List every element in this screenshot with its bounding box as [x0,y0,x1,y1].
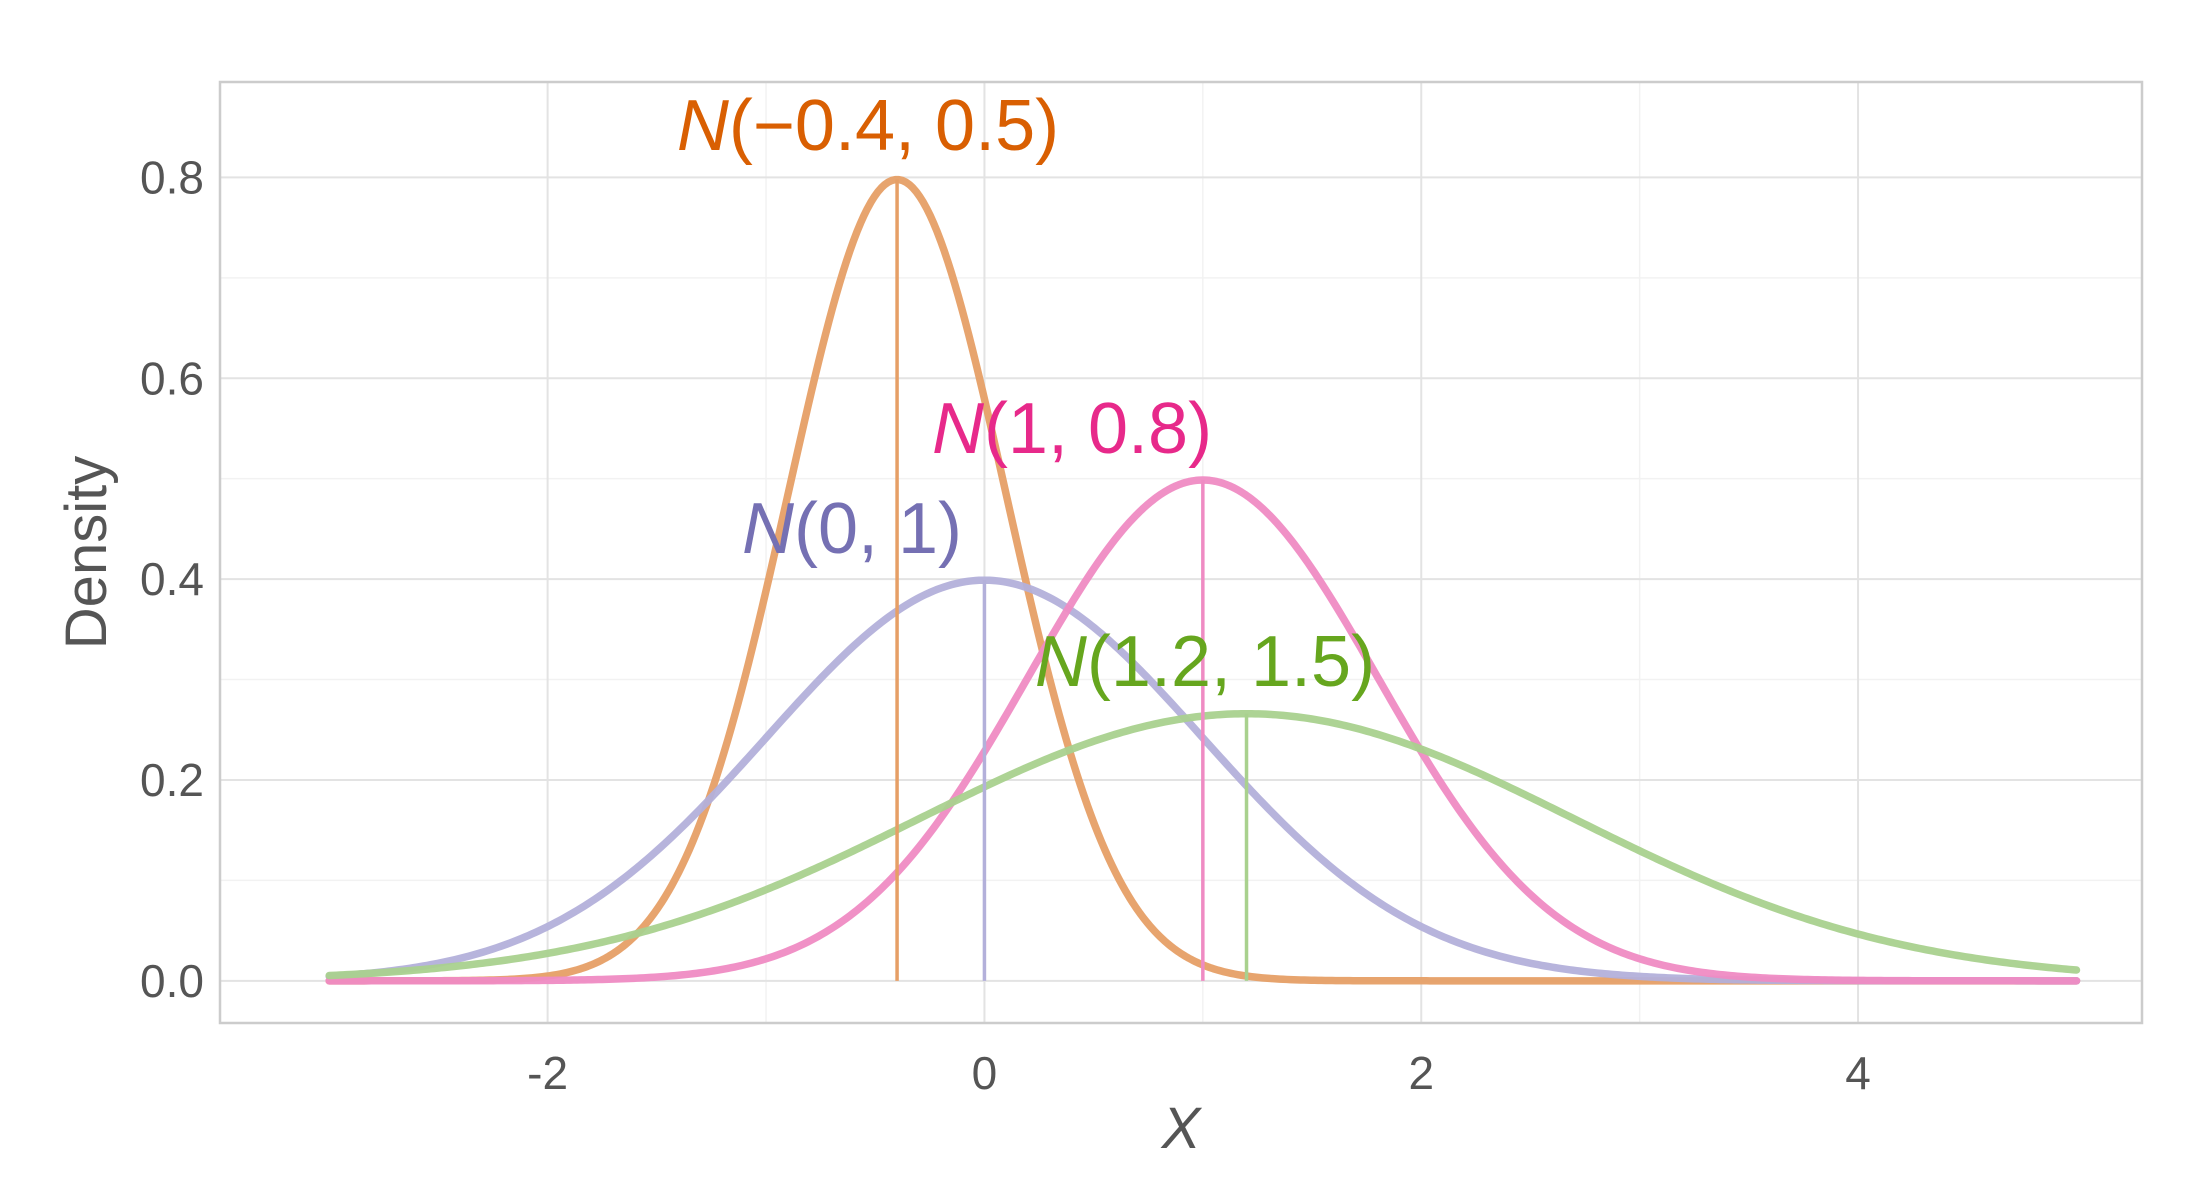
x-tick-label: 0 [972,1047,998,1099]
x-tick-label: 2 [1408,1047,1434,1099]
y-tick-label: 0.6 [140,352,204,404]
mean-lines [895,179,1249,981]
curve-label-name: N [677,86,730,166]
curve-label-name: N [742,489,795,569]
y-tick-label: 0.4 [140,553,204,605]
x-tick-label: 4 [1845,1047,1871,1099]
tick-labels: -2 0 2 4 0.0 0.2 0.4 0.6 0.8 [140,151,1871,1099]
curve-label-name: N [1035,622,1088,702]
y-tick-label: 0.2 [140,754,204,806]
curve-label-params: (−0.4, 0.5) [729,86,1059,166]
curve-label: N(1, 0.8) [932,389,1212,469]
curve-label-params: (1, 0.8) [984,389,1212,469]
curve-label: N(0, 1) [742,489,962,569]
curve-label: N(1.2, 1.5) [1035,622,1375,702]
x-tick-label: -2 [527,1047,568,1099]
y-axis-title: Density [54,456,119,649]
y-tick-label: 0.0 [140,955,204,1007]
curve-label: N(−0.4, 0.5) [677,86,1059,166]
curve-label-name: N [932,389,985,469]
y-tick-label: 0.8 [140,151,204,203]
panel-border [218,80,2144,1025]
curve-labels: N(−0.4, 0.5)N(0, 1)N(1, 0.8)N(1.2, 1.5) [677,86,1375,702]
curve-label-params: (1.2, 1.5) [1087,622,1375,702]
curve-label-params: (0, 1) [794,489,962,569]
x-axis-title: X [1160,1096,1203,1161]
